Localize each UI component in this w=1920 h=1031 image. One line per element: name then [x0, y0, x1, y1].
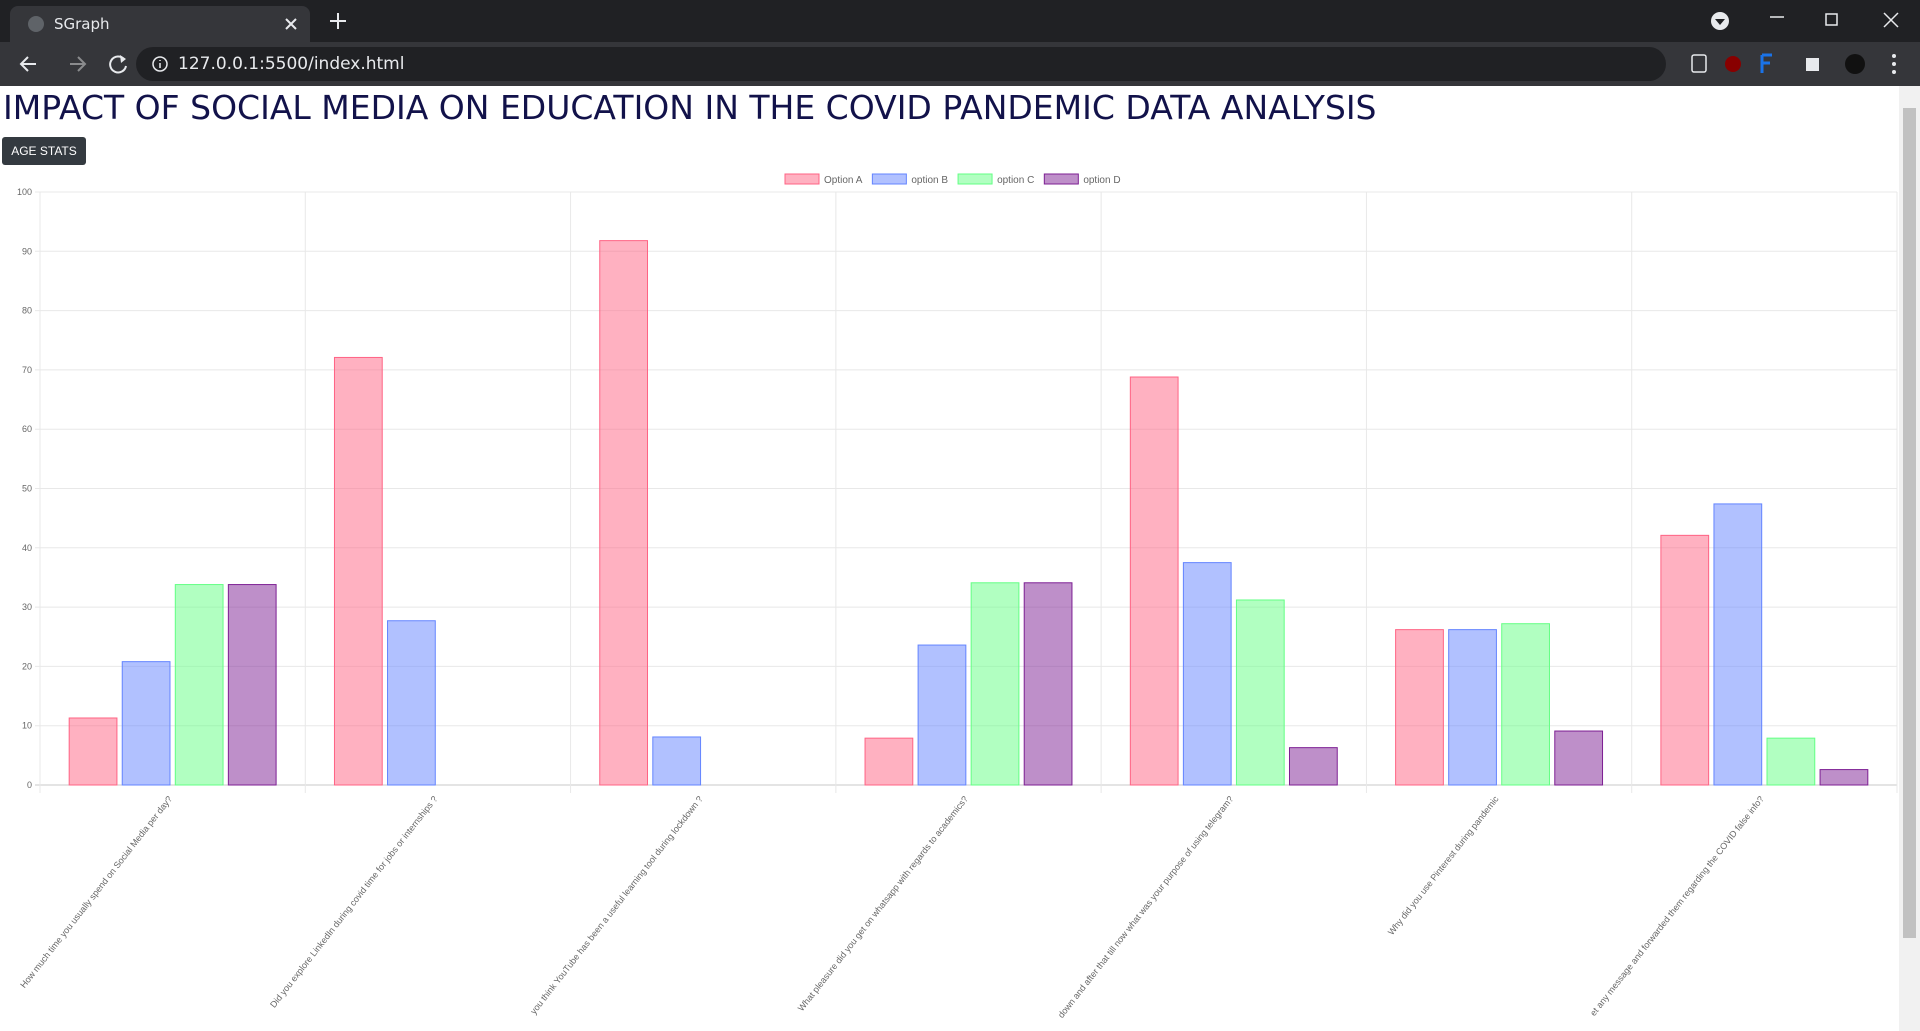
y-tick-label: 90 — [22, 246, 32, 256]
x-tick-label: How much time you usually spend on Socia… — [18, 794, 174, 990]
bar — [652, 736, 702, 786]
url: 127.0.0.1:5500/index.html — [178, 54, 405, 74]
y-tick-label: 100 — [17, 187, 32, 197]
y-tick-label: 60 — [22, 424, 32, 434]
y-tick-label: 40 — [22, 543, 32, 553]
x-tick-label: you think YouTube has been a useful lear… — [528, 794, 704, 1016]
legend-swatch — [1043, 173, 1079, 185]
y-tick-label: 0 — [27, 780, 32, 790]
x-tick-label: Why did you use Pinterest during pandemi… — [1386, 794, 1501, 937]
tab-title: SGraph — [54, 15, 110, 33]
bar — [387, 620, 436, 786]
y-tick-label: 10 — [22, 721, 32, 731]
bar — [1819, 769, 1869, 786]
legend-swatch — [784, 173, 820, 185]
bar — [121, 661, 171, 786]
bar — [1448, 629, 1497, 786]
bar — [970, 582, 1020, 786]
bar — [1023, 582, 1073, 786]
y-tick-label: 80 — [22, 306, 32, 316]
extensions[interactable] — [1670, 42, 1910, 86]
bar — [174, 584, 224, 786]
legend-label: option D — [1083, 175, 1120, 186]
tab-bar: SGraph — [0, 0, 1920, 42]
tab[interactable]: SGraph — [10, 6, 310, 42]
x-tick-label: down and after that till now what was yo… — [1056, 794, 1235, 1020]
bar — [333, 356, 383, 786]
bar — [864, 737, 914, 786]
omnibox[interactable]: 127.0.0.1:5500/index.html — [136, 47, 1666, 81]
age-stats-button[interactable]: AGE STATS — [2, 137, 86, 165]
bar — [1182, 562, 1232, 786]
legend-label: option B — [911, 175, 948, 186]
page-heading: IMPACT OF SOCIAL MEDIA ON EDUCATION IN T… — [3, 88, 1377, 127]
scrollbar[interactable] — [1899, 86, 1920, 1031]
new-tab[interactable] — [328, 11, 348, 31]
scroll-thumb[interactable] — [1903, 108, 1916, 938]
x-tick-label: Did you explore LinkedIn during covid ti… — [268, 794, 439, 1009]
bar — [1554, 730, 1604, 786]
bar — [68, 717, 118, 786]
legend-label: option C — [997, 175, 1034, 186]
bar — [599, 240, 649, 786]
y-tick-label: 50 — [22, 484, 32, 494]
close-tab[interactable] — [284, 17, 298, 31]
bar — [917, 644, 967, 786]
y-tick-label: 70 — [22, 365, 32, 375]
legend-swatch — [871, 173, 907, 185]
x-tick-label: et any message and forwarded them regard… — [1588, 794, 1766, 1018]
window-controls — [1711, 12, 1899, 30]
nav-buttons[interactable] — [10, 42, 130, 86]
bar — [1288, 747, 1338, 786]
favicon — [28, 16, 44, 32]
address-bar: 127.0.0.1:5500/index.html — [0, 42, 1920, 86]
bar — [1501, 623, 1550, 786]
bar — [1129, 376, 1179, 786]
legend-label: Option A — [824, 175, 863, 186]
y-tick-label: 30 — [22, 602, 32, 612]
x-tick-label: What pleasure did you get on whatsapp wi… — [796, 794, 970, 1013]
bar — [1660, 534, 1710, 786]
bar — [1395, 629, 1444, 786]
bar — [227, 584, 277, 786]
chart: 0 10 20 30 40 50 60 70 80 90 100 How much time you … — [17, 173, 1898, 1020]
bar — [1235, 599, 1285, 786]
bar — [1766, 737, 1816, 786]
legend-swatch — [957, 173, 993, 185]
y-tick-label: 20 — [22, 661, 32, 671]
bar — [1713, 503, 1763, 786]
info-icon — [152, 56, 168, 72]
